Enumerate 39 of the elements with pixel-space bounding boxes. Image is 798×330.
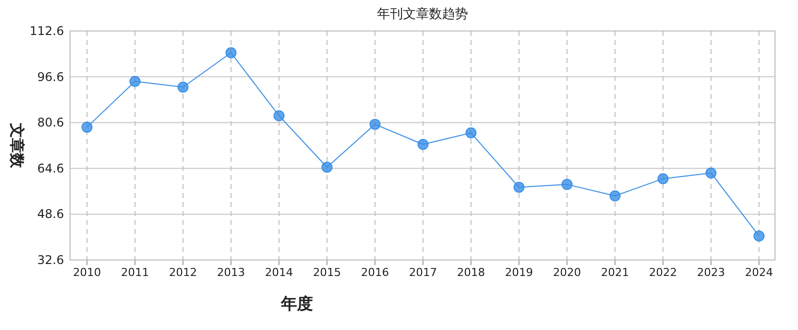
point [370,118,380,130]
y-axis-title: 文章数 [8,122,26,169]
x-tick-label: 2013 [217,266,245,279]
x-tick-label: 2016 [361,266,389,279]
x-tick-label: 2012 [169,266,197,279]
x-tick-label: 2014 [265,266,293,279]
chart-title: 年刊文章数趋势 [377,7,468,22]
x-tick-label: 2020 [553,266,581,279]
y-tick-label: 48.6 [37,207,64,222]
y-tick-label: 64.6 [37,161,64,176]
point [130,76,140,87]
x-tick-label: 2011 [121,266,149,279]
point [466,127,476,138]
point [658,173,668,184]
x-tick-label: 2021 [601,266,629,279]
point [610,190,620,202]
point [274,110,284,122]
x-tick-label: 2010 [73,266,101,279]
y-tick-label: 96.6 [37,70,64,84]
x-tick-label: 2018 [457,266,485,279]
x-tick-label: 2019 [505,266,533,279]
point [562,178,572,190]
point [418,138,428,150]
point [178,82,188,93]
y-tick-label: 32.6 [37,253,64,267]
x-axis-title: 年度 [280,294,313,313]
point [754,230,764,242]
point [322,162,332,173]
x-tick-label: 2022 [649,266,677,279]
point [514,182,524,193]
y-tick-label: 80.6 [37,116,64,130]
x-tick-label: 2015 [313,266,341,279]
y-tick-label: 112.6 [30,24,64,38]
x-tick-label: 2024 [745,266,773,279]
point [706,167,716,178]
x-tick-label: 2017 [409,266,437,279]
point [82,122,92,133]
point [226,47,236,58]
x-tick-label: 2023 [697,266,725,279]
